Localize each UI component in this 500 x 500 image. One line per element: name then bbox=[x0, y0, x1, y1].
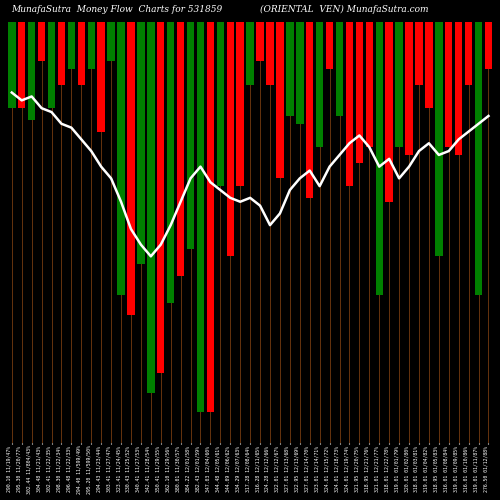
Bar bbox=[216, 22, 224, 186]
Bar bbox=[485, 22, 492, 69]
Bar bbox=[58, 22, 65, 85]
Bar bbox=[8, 22, 16, 108]
Bar bbox=[445, 22, 452, 147]
Bar bbox=[425, 22, 432, 108]
Bar bbox=[366, 22, 373, 147]
Bar bbox=[48, 22, 55, 108]
Bar bbox=[336, 22, 343, 116]
Bar bbox=[475, 22, 482, 295]
Bar bbox=[455, 22, 462, 155]
Bar bbox=[68, 22, 75, 69]
Bar bbox=[167, 22, 174, 303]
Bar bbox=[376, 22, 383, 295]
Bar bbox=[236, 22, 244, 186]
Bar bbox=[346, 22, 353, 186]
Bar bbox=[296, 22, 304, 124]
Bar bbox=[157, 22, 164, 374]
Bar bbox=[118, 22, 125, 295]
Bar bbox=[286, 22, 294, 116]
Bar bbox=[197, 22, 204, 412]
Bar bbox=[306, 22, 314, 198]
Bar bbox=[88, 22, 95, 69]
Bar bbox=[98, 22, 105, 132]
Bar bbox=[406, 22, 413, 155]
Bar bbox=[38, 22, 46, 62]
Bar bbox=[137, 22, 144, 264]
Bar bbox=[386, 22, 393, 202]
Bar bbox=[465, 22, 472, 85]
Bar bbox=[276, 22, 283, 178]
Bar bbox=[396, 22, 403, 147]
Bar bbox=[226, 22, 234, 256]
Bar bbox=[177, 22, 184, 276]
Bar bbox=[206, 22, 214, 412]
Bar bbox=[127, 22, 134, 315]
Bar bbox=[326, 22, 334, 69]
Bar bbox=[316, 22, 324, 147]
Text: MunafaSutra  Money Flow  Charts for 531859: MunafaSutra Money Flow Charts for 531859 bbox=[10, 5, 222, 14]
Bar bbox=[246, 22, 254, 85]
Bar bbox=[187, 22, 194, 248]
Bar bbox=[415, 22, 422, 85]
Bar bbox=[256, 22, 264, 62]
Bar bbox=[435, 22, 442, 256]
Bar bbox=[108, 22, 115, 62]
Text: (ORIENTAL  VEN) MunafaSutra.com: (ORIENTAL VEN) MunafaSutra.com bbox=[260, 5, 428, 14]
Bar bbox=[78, 22, 85, 85]
Bar bbox=[18, 22, 26, 108]
Bar bbox=[356, 22, 363, 162]
Bar bbox=[147, 22, 154, 393]
Bar bbox=[28, 22, 36, 120]
Bar bbox=[266, 22, 274, 85]
